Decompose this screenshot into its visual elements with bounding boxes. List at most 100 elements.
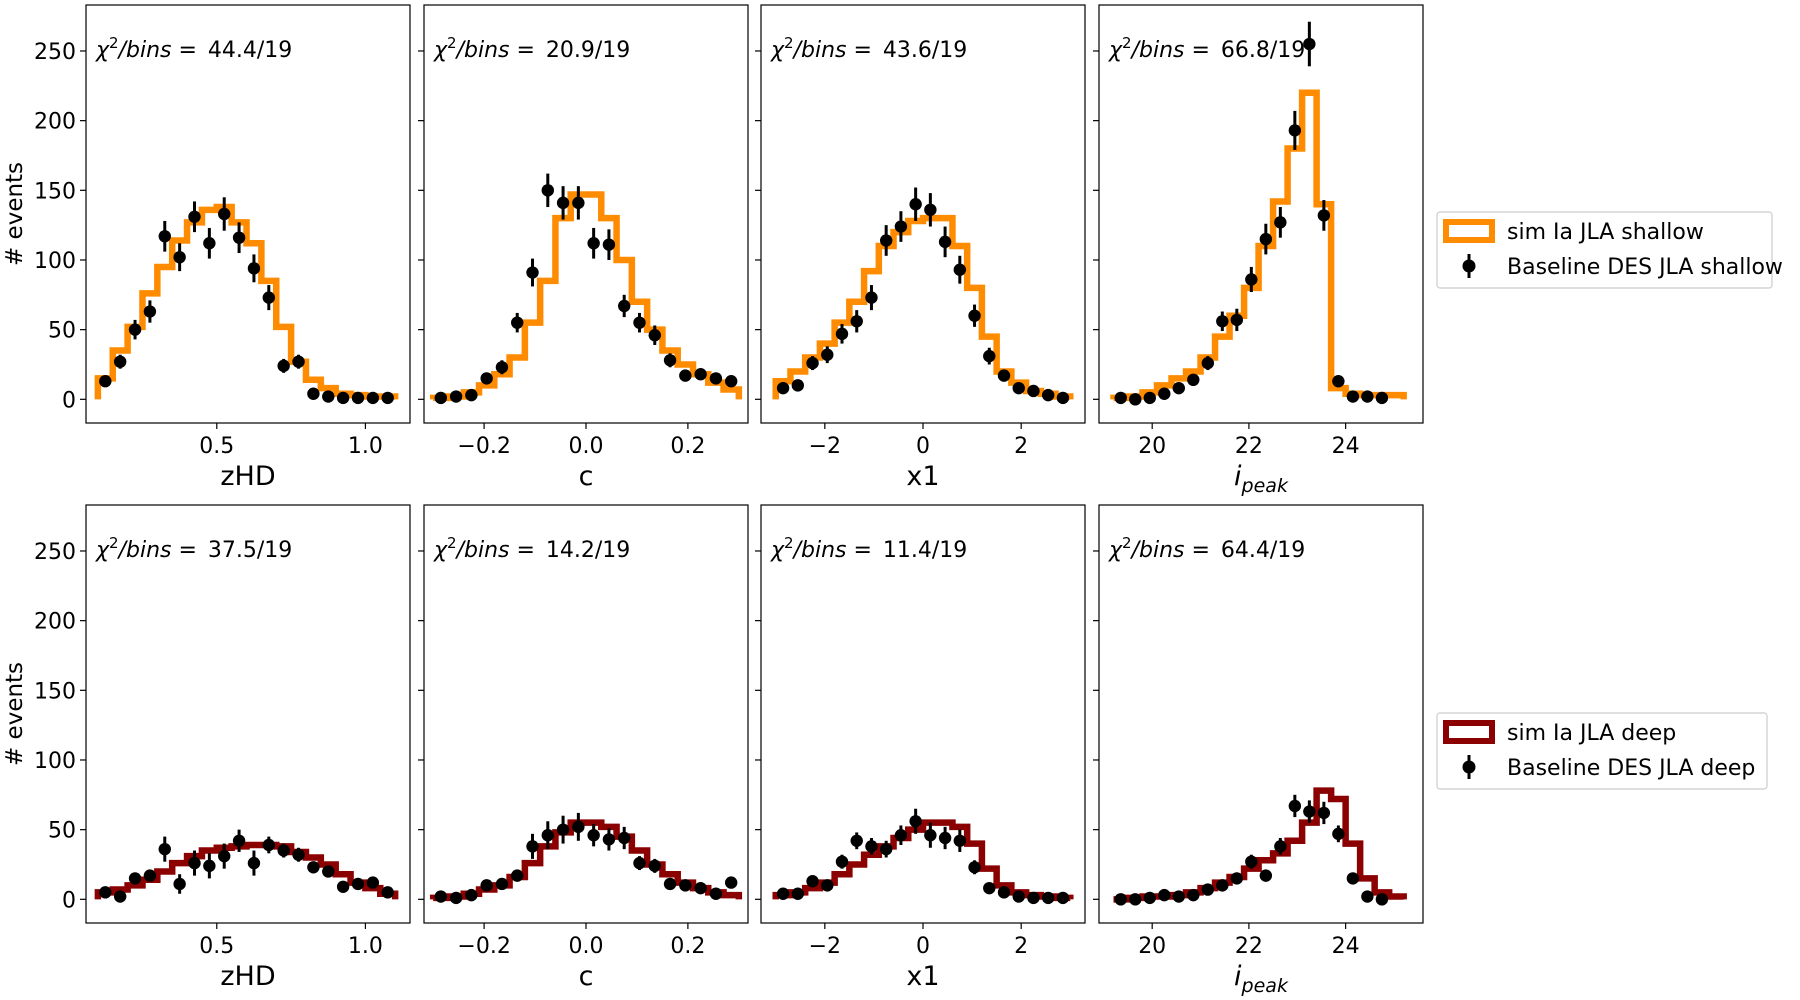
data-point xyxy=(1230,313,1244,327)
data-point xyxy=(203,237,216,250)
legend-frame xyxy=(1436,211,1773,289)
y-tick-label: 0 xyxy=(62,388,76,413)
x-axis-label: c xyxy=(579,961,594,992)
data-point xyxy=(113,355,127,368)
y-tick-label: 0 xyxy=(62,888,76,913)
data-point xyxy=(1143,391,1156,405)
data-point xyxy=(679,879,692,892)
chi2-part-1: 2 xyxy=(784,534,794,552)
data-point xyxy=(381,886,394,899)
sim-histogram xyxy=(1113,787,1407,903)
data-point xyxy=(648,859,661,873)
data-point xyxy=(1201,883,1215,896)
chi2-annotation: χ2/bins = 44.4/19 xyxy=(95,34,292,63)
chi2-part-0: χ xyxy=(770,38,785,63)
data-point xyxy=(203,859,216,873)
data-point xyxy=(938,831,952,845)
axes-frame xyxy=(760,504,1086,924)
x-axis-label: c xyxy=(579,461,594,492)
data-point xyxy=(128,323,142,336)
x-axis-label: ipeak xyxy=(1234,961,1289,997)
sim-histogram xyxy=(1110,89,1407,402)
data-point xyxy=(791,379,805,392)
data-point xyxy=(232,834,246,847)
x-tick-label: 22 xyxy=(1235,934,1263,959)
panel-zhd-row1: 0 50 100 150 200 250 0.5 1.0 zHD χ2/bins = 37.5/1… xyxy=(34,504,411,992)
data-point xyxy=(1172,890,1185,903)
x-axis-label: ipeak xyxy=(1234,461,1289,497)
data-point xyxy=(366,391,380,405)
data-point xyxy=(366,876,380,889)
data-point xyxy=(806,356,819,370)
data-point xyxy=(541,829,554,842)
data-point xyxy=(1158,888,1171,902)
axes-frame xyxy=(423,4,749,424)
data-point xyxy=(1375,391,1389,405)
y-tick-label: 250 xyxy=(34,540,76,565)
data-point xyxy=(1245,273,1258,286)
legend-data-marker xyxy=(1462,760,1476,774)
data-point xyxy=(1361,890,1374,903)
data-point xyxy=(307,387,320,400)
data-point xyxy=(1056,391,1070,405)
data-point xyxy=(983,349,996,363)
data-point xyxy=(1172,381,1185,395)
chi2-part-1: 2 xyxy=(447,34,457,52)
x-tick-label: −0.2 xyxy=(457,934,510,959)
chi2-part-1: 2 xyxy=(109,34,119,52)
data-point xyxy=(1187,373,1200,387)
chi2-part-4: 64.4/19 xyxy=(1221,538,1305,563)
data-point xyxy=(1346,872,1360,885)
chi2-part-4: 20.9/19 xyxy=(546,38,630,63)
data-point xyxy=(1259,232,1273,246)
panel-zhd-row0: 0 50 100 150 200 250 0.5 1.0 zHD χ2/bins = 44.4/1… xyxy=(34,4,411,492)
chi2-part-0: χ xyxy=(95,538,110,563)
data-point xyxy=(99,375,112,388)
chi2-part-2: /bins xyxy=(1130,538,1185,563)
data-point xyxy=(351,877,365,891)
chi2-part-3: = xyxy=(1184,538,1216,563)
data-point xyxy=(924,829,937,842)
data-point xyxy=(262,291,276,304)
data-point xyxy=(894,220,908,233)
chi2-part-1: 2 xyxy=(1122,534,1132,552)
data-point xyxy=(277,359,290,373)
sim-histogram xyxy=(772,214,1074,400)
y-tick-label: 50 xyxy=(48,319,76,344)
data-point xyxy=(791,887,805,900)
x-tick-label: 0.5 xyxy=(199,934,234,959)
chi2-part-3: = xyxy=(509,38,541,63)
data-point xyxy=(694,881,707,895)
data-point xyxy=(1288,799,1302,813)
y-tick-label: 200 xyxy=(34,610,76,635)
data-point xyxy=(1303,37,1316,51)
chi2-annotation: χ2/bins = 66.8/19 xyxy=(1108,34,1305,63)
data-point xyxy=(526,840,539,853)
x-tick-label: 0.2 xyxy=(670,434,705,459)
data-point xyxy=(1346,390,1360,403)
chi2-part-2: /bins xyxy=(455,538,510,563)
sim-histogram xyxy=(94,841,399,900)
data-point xyxy=(465,888,478,902)
data-point xyxy=(776,887,790,900)
data-point xyxy=(776,381,790,395)
data-point xyxy=(1288,124,1302,137)
x-tick-label: 1.0 xyxy=(348,434,383,459)
data-point xyxy=(850,834,863,847)
axes-frame xyxy=(85,504,411,924)
x-axis-label-main: i xyxy=(1234,461,1242,492)
data-point xyxy=(556,823,570,836)
data-point xyxy=(128,872,142,885)
data-point xyxy=(1187,888,1200,902)
y-tick-label: 200 xyxy=(34,110,76,135)
data-point xyxy=(556,196,570,210)
data-point xyxy=(821,879,834,892)
data-point xyxy=(465,388,478,402)
data-point xyxy=(1129,893,1142,906)
data-point xyxy=(292,848,305,861)
x-tick-label: 20 xyxy=(1138,934,1166,959)
data-point xyxy=(322,390,335,403)
chi2-part-1: 2 xyxy=(1122,34,1132,52)
